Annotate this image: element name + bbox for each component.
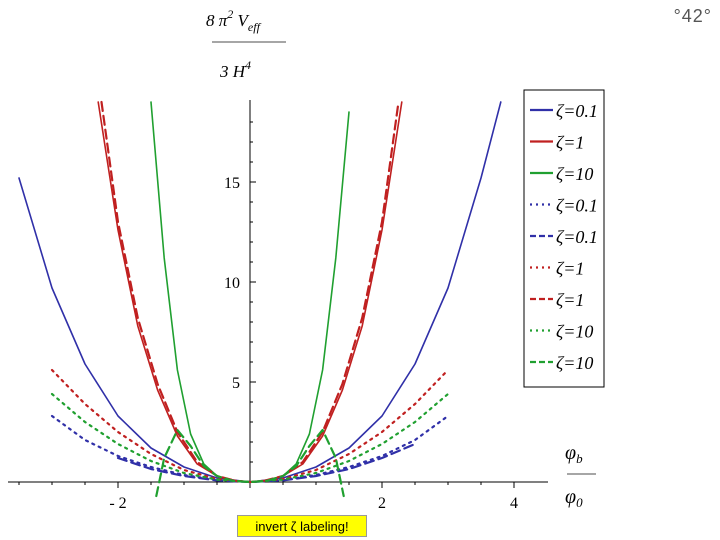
series-line-6: [50, 368, 450, 484]
y-tick-label: 5: [232, 375, 240, 392]
x-label-num-sub: b: [576, 451, 583, 466]
y-label-num-v: V: [233, 11, 250, 30]
legend-label: ζ=0.1: [556, 196, 598, 216]
series-layer: [18, 100, 502, 498]
svg-text:8 π2 Veff: 8 π2 Veff: [206, 7, 262, 34]
y-label-num-main: 8 π: [206, 11, 228, 30]
x-tick-label: 2: [378, 495, 386, 512]
y-tick-label: 10: [224, 275, 240, 292]
series-line-8: [50, 392, 450, 484]
legend-label: ζ=0.1: [556, 101, 598, 121]
y-axis-label: 8 π2 Veff 3 H4: [206, 7, 286, 81]
axes: - 2 2 4 5 10 15: [8, 100, 548, 512]
y-label-den-main: 3 H: [219, 62, 247, 81]
x-axis-label: φb φ0: [565, 442, 596, 510]
y-label-den-exp: 4: [245, 58, 251, 72]
legend-label: ζ=1: [556, 259, 584, 279]
x-label-den-main: φ: [565, 486, 576, 508]
note-label: invert ζ labeling!: [237, 515, 367, 537]
legend-label: ζ=10: [556, 353, 593, 373]
series-line-9: [155, 428, 345, 498]
y-label-num-sub: eff: [248, 20, 262, 34]
legend-label: ζ=1: [556, 290, 584, 310]
svg-text:3 H4: 3 H4: [219, 58, 251, 81]
y-label-num-exp: 2: [227, 7, 233, 21]
legend-box: [523, 89, 605, 388]
legend-label: ζ=10: [556, 322, 593, 342]
x-label-num-main: φ: [565, 442, 576, 464]
series-line-7: [100, 100, 400, 484]
svg-text:φb: φb: [565, 442, 583, 466]
legend-label: ζ=0.1: [556, 227, 598, 247]
x-tick-label: - 2: [109, 495, 126, 512]
slide-number: °42°: [673, 6, 712, 26]
y-tick-label: 15: [224, 175, 240, 192]
legend: ζ=0.1 ζ=1 ζ=10 ζ=0.1 ζ=0.1 ζ=1 ζ=1 ζ=10 ζ=10: [523, 89, 605, 388]
x-label-den-sub: 0: [576, 495, 583, 510]
svg-text:φ0: φ0: [565, 486, 583, 510]
legend-label: ζ=10: [556, 164, 593, 184]
x-tick-label: 4: [510, 495, 518, 512]
series-line-5: [116, 442, 417, 484]
legend-label: ζ=1: [556, 133, 584, 153]
